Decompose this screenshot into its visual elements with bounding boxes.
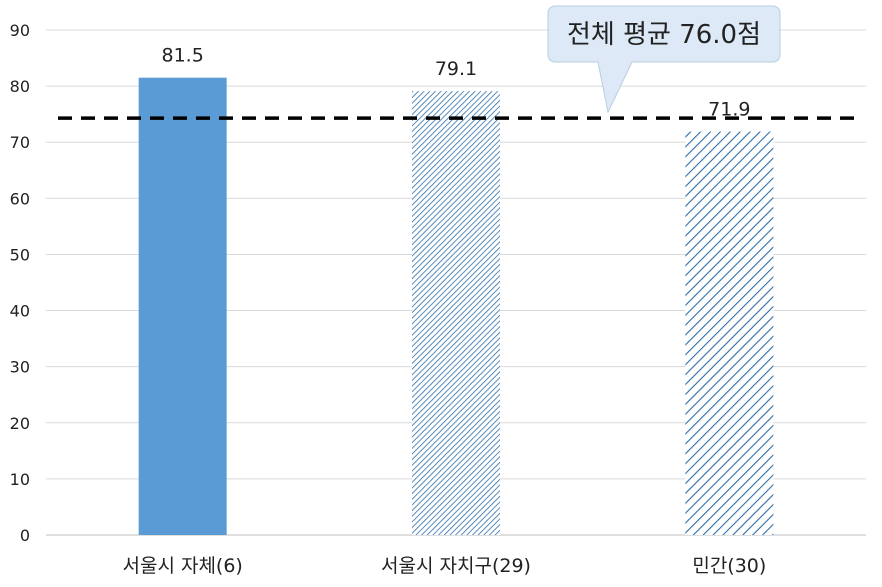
x-tick-label: 서울시 자체(6) xyxy=(122,555,242,577)
bar-2 xyxy=(412,91,500,536)
y-tick-label: 20 xyxy=(10,414,30,433)
callout-bubble xyxy=(547,5,781,114)
y-tick-label: 10 xyxy=(10,470,30,489)
y-tick-label: 70 xyxy=(10,133,30,152)
data-label: 81.5 xyxy=(162,45,204,67)
y-tick-label: 0 xyxy=(20,526,30,545)
bar-1 xyxy=(138,77,227,535)
bars xyxy=(138,77,774,536)
bar-3 xyxy=(685,131,774,536)
callout-text: 전체 평균 76.0점 xyxy=(567,20,761,50)
data-label: 79.1 xyxy=(435,58,477,80)
y-tick-label: 50 xyxy=(10,245,30,264)
x-tick-label: 서울시 자치구(29) xyxy=(381,555,531,577)
x-tick-label: 민간(30) xyxy=(692,555,766,577)
y-axis-ticks: 0 10 20 30 40 50 60 70 80 90 xyxy=(10,21,30,545)
data-label: 71.9 xyxy=(708,99,750,121)
data-labels: 81.5 79.1 71.9 xyxy=(162,45,751,121)
callout: 전체 평균 76.0점 xyxy=(547,5,781,114)
y-tick-label: 30 xyxy=(10,358,30,377)
x-axis-ticks: 서울시 자체(6) 서울시 자치구(29) 민간(30) xyxy=(122,555,766,577)
y-tick-label: 80 xyxy=(10,77,30,96)
y-tick-label: 90 xyxy=(10,21,30,40)
y-tick-label: 40 xyxy=(10,302,30,321)
y-tick-label: 60 xyxy=(10,189,30,208)
